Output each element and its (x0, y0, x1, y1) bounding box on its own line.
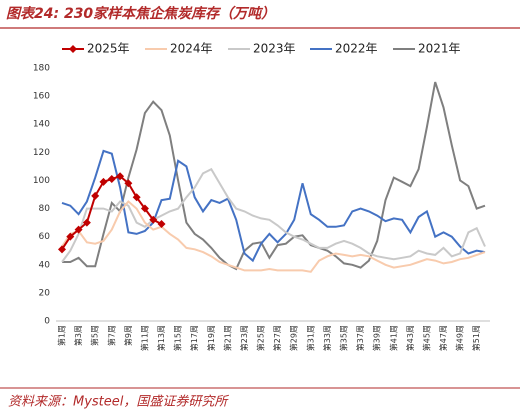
x-tick-label: 第39周 (372, 325, 382, 351)
x-tick-label: 第33周 (322, 325, 332, 351)
x-tick-label: 第17周 (189, 325, 199, 351)
y-tick-label: 80 (39, 204, 51, 214)
marker (82, 218, 91, 227)
x-tick-label: 第45周 (421, 325, 431, 351)
legend-label: 2021年 (418, 42, 461, 56)
x-tick-label: 第13周 (156, 325, 166, 351)
marker (140, 204, 149, 213)
legend-marker (69, 45, 77, 53)
legend-label: 2023年 (253, 42, 296, 56)
legend-label: 2024年 (170, 42, 213, 56)
x-tick-label: 第3周 (73, 325, 83, 346)
marker (107, 175, 116, 184)
marker (74, 225, 83, 234)
x-tick-label: 第29周 (289, 325, 299, 351)
y-tick-label: 60 (39, 232, 51, 242)
marker (58, 245, 66, 254)
x-tick-label: 第51周 (471, 325, 481, 351)
x-tick-label: 第19周 (206, 325, 216, 351)
x-tick-label: 第31周 (305, 325, 315, 351)
y-tick-label: 160 (33, 92, 50, 102)
marker (91, 191, 100, 200)
legend-label: 2022年 (335, 42, 378, 56)
x-tick-label: 第15周 (173, 325, 183, 351)
series-line (61, 200, 486, 273)
legend-label: 2025年 (87, 42, 130, 56)
marker (132, 193, 141, 202)
y-tick-label: 180 (33, 64, 50, 74)
x-tick-label: 第7周 (106, 325, 116, 346)
marker (116, 172, 125, 181)
x-tick-label: 第5周 (90, 325, 100, 346)
y-tick-label: 120 (33, 148, 50, 158)
y-tick-label: 40 (39, 260, 51, 270)
x-tick-label: 第11周 (139, 325, 149, 351)
x-tick-label: 第23周 (239, 325, 249, 351)
y-tick-label: 100 (33, 176, 50, 186)
x-tick-label: 第9周 (123, 325, 133, 346)
x-tick-label: 第41周 (388, 325, 398, 351)
x-tick-label: 第27周 (272, 325, 282, 351)
series-line (62, 81, 486, 271)
x-tick-label: 第35周 (339, 325, 349, 351)
marker (149, 215, 158, 224)
marker (99, 177, 108, 186)
marker (157, 220, 166, 229)
x-tick-label: 第37周 (355, 325, 365, 351)
x-tick-label: 第49周 (455, 325, 465, 351)
series-line (61, 167, 486, 263)
y-tick-label: 20 (39, 288, 51, 298)
y-tick-label: 140 (33, 120, 50, 130)
x-tick-label: 第47周 (438, 325, 448, 351)
series-line (61, 149, 486, 263)
x-tick-label: 第25周 (256, 325, 266, 351)
x-tick-label: 第1周 (57, 325, 67, 346)
source: 资料来源：Mysteel，国盛证券研究所 (8, 394, 229, 410)
x-tick-label: 第21周 (222, 325, 232, 351)
y-tick-label: 0 (44, 317, 50, 327)
chart-title: 图表24: 230家样本焦企焦炭库存（万吨） (6, 5, 275, 22)
marker (124, 179, 133, 188)
x-tick-label: 第43周 (405, 325, 415, 351)
marker (66, 232, 75, 241)
